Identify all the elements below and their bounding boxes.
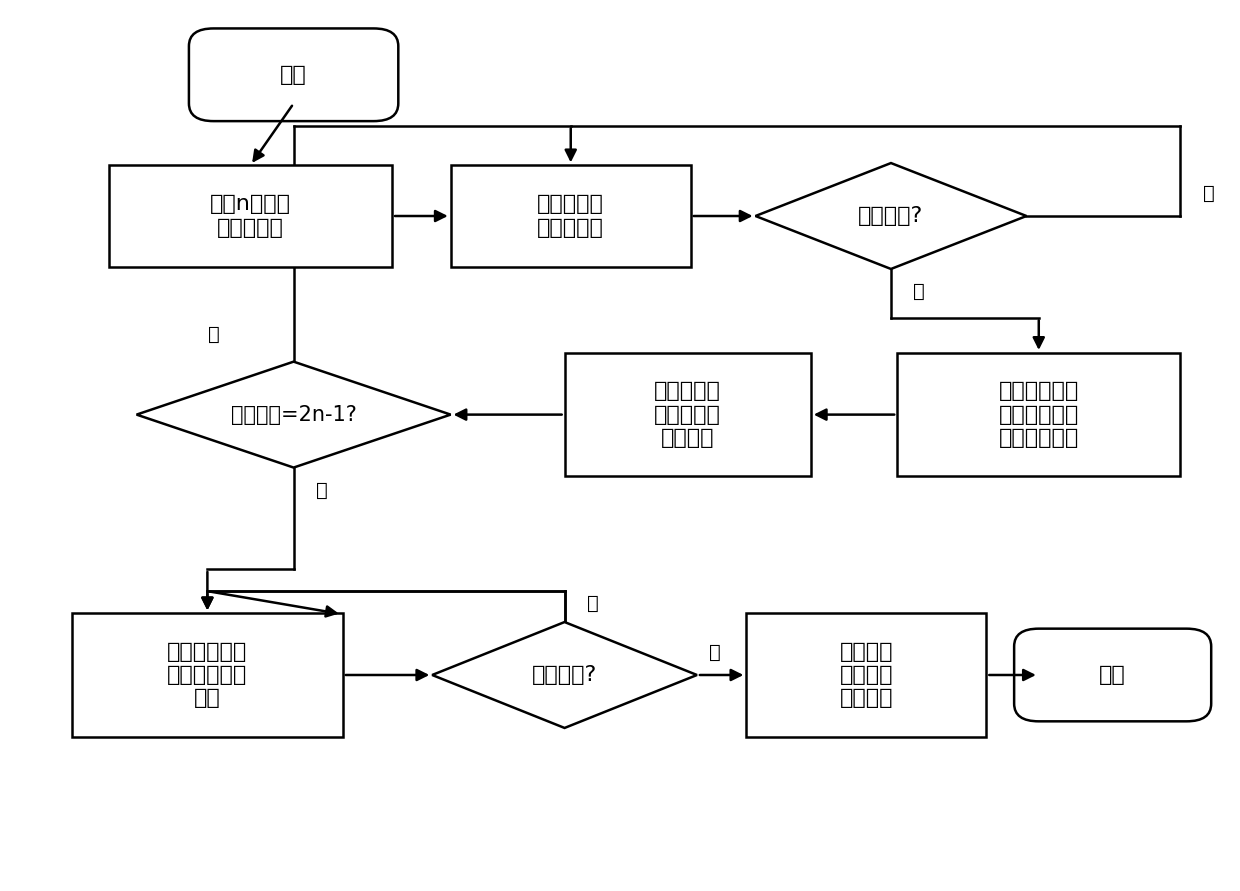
Text: 取出叶子
结点的哈
夫曼编码: 取出叶子 结点的哈 夫曼编码: [839, 642, 893, 708]
Text: 开始: 开始: [280, 65, 308, 85]
Text: 结束: 结束: [1100, 665, 1126, 685]
Text: 是: 是: [316, 481, 327, 500]
Polygon shape: [433, 622, 697, 728]
Text: 否: 否: [587, 594, 599, 613]
Text: 是: 是: [913, 282, 925, 301]
Text: 对叶子结点
权重值排序: 对叶子结点 权重值排序: [537, 194, 604, 238]
Text: 从剩余结点中
找出权重值最
小的两个结点: 从剩余结点中 找出权重值最 小的两个结点: [998, 381, 1079, 448]
Text: 否: 否: [1203, 184, 1214, 203]
Text: 输入n个叶子
结点权重值: 输入n个叶子 结点权重值: [210, 194, 291, 238]
FancyBboxPatch shape: [72, 613, 343, 737]
FancyBboxPatch shape: [450, 165, 691, 266]
FancyBboxPatch shape: [1014, 629, 1211, 722]
Polygon shape: [136, 362, 450, 468]
Polygon shape: [755, 163, 1027, 269]
FancyBboxPatch shape: [188, 29, 398, 121]
FancyBboxPatch shape: [897, 353, 1180, 477]
Text: 否: 否: [207, 325, 219, 344]
Text: 排序完成?: 排序完成?: [858, 206, 924, 226]
Text: 对每个父结点
的左、右结点
编码: 对每个父结点 的左、右结点 编码: [167, 642, 248, 708]
FancyBboxPatch shape: [109, 165, 392, 266]
Text: 编码完成?: 编码完成?: [532, 665, 598, 685]
Text: 总结点数=2n-1?: 总结点数=2n-1?: [231, 405, 357, 425]
FancyBboxPatch shape: [746, 613, 987, 737]
Text: 用两个结点
生成一个新
的父结点: 用两个结点 生成一个新 的父结点: [655, 381, 722, 448]
FancyBboxPatch shape: [564, 353, 811, 477]
Text: 是: 是: [709, 642, 720, 662]
